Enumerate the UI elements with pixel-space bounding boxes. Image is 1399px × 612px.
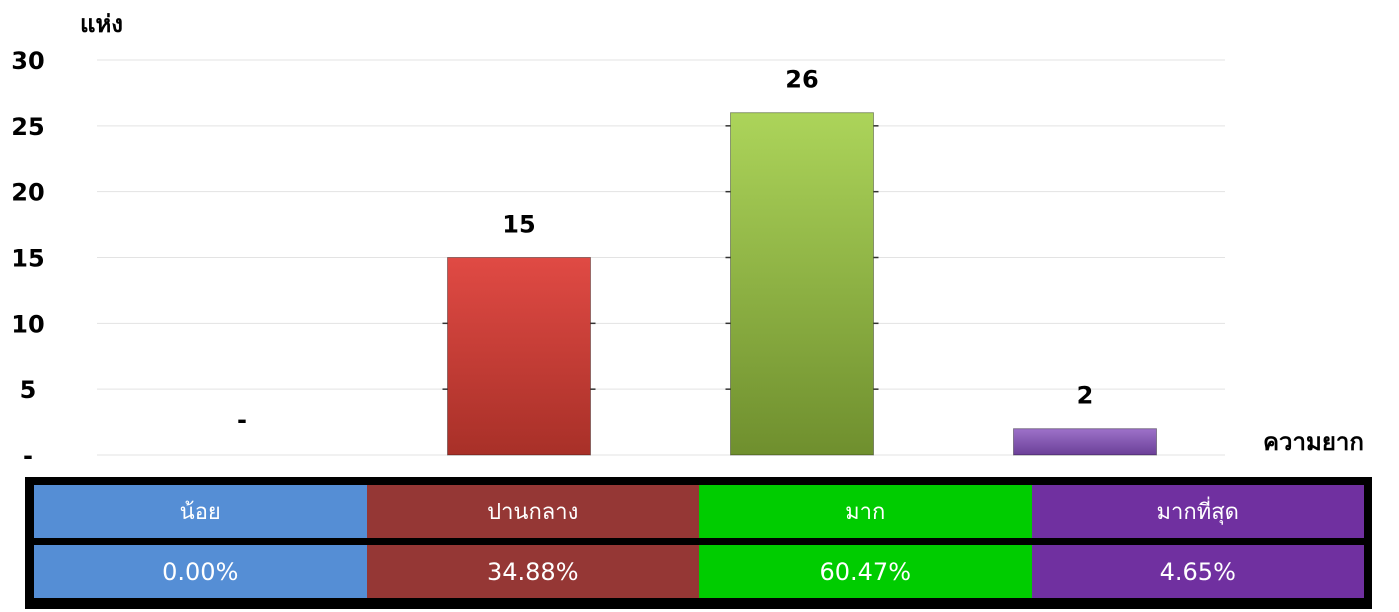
bar-3 [1013, 428, 1157, 456]
bar-2 [730, 112, 874, 456]
data-labels: - 15 26 2 [237, 66, 1093, 434]
y-tick-label: 30 [11, 47, 44, 75]
y-tick-label: 20 [11, 179, 44, 207]
table-header-row: น้อย ปานกลาง มาก มากที่สุด [34, 485, 1364, 538]
data-label: 15 [502, 211, 535, 239]
table-header-cell: มาก [699, 485, 1032, 538]
bars [442, 112, 1157, 456]
bar-chart: - 5 10 15 20 25 30 - 15 26 2 แห่ง ความยาก [11, 10, 1364, 470]
table-header-cell: มากที่สุด [1031, 485, 1364, 538]
y-tick-label: 15 [11, 245, 44, 273]
table-value-cell: 60.47% [699, 545, 1032, 598]
y-axis-ticks: - 5 10 15 20 25 30 [11, 47, 44, 470]
y-axis-title: แห่ง [80, 10, 123, 38]
table-value-cell: 0.00% [34, 545, 367, 598]
table-value-cell: 4.65% [1031, 545, 1364, 598]
gridlines [97, 59, 1225, 456]
data-label: 2 [1077, 382, 1094, 410]
data-label: - [237, 406, 247, 434]
table-header-cell: น้อย [34, 485, 367, 538]
y-tick-label: 5 [20, 376, 37, 404]
table-value-row: 0.00% 34.88% 60.47% 4.65% [34, 545, 1364, 598]
table-value-cell: 34.88% [366, 545, 699, 598]
y-tick-label: 25 [11, 113, 44, 141]
y-tick-label: 10 [11, 310, 44, 338]
data-table: น้อย ปานกลาง มาก มากที่สุด 0.00% 34.88% … [25, 477, 1372, 609]
table-header-cell: ปานกลาง [366, 485, 699, 538]
x-axis-title: ความยาก [1263, 428, 1364, 456]
y-tick-label: - [23, 442, 33, 470]
bar-1 [447, 257, 591, 456]
data-label: 26 [785, 66, 818, 94]
